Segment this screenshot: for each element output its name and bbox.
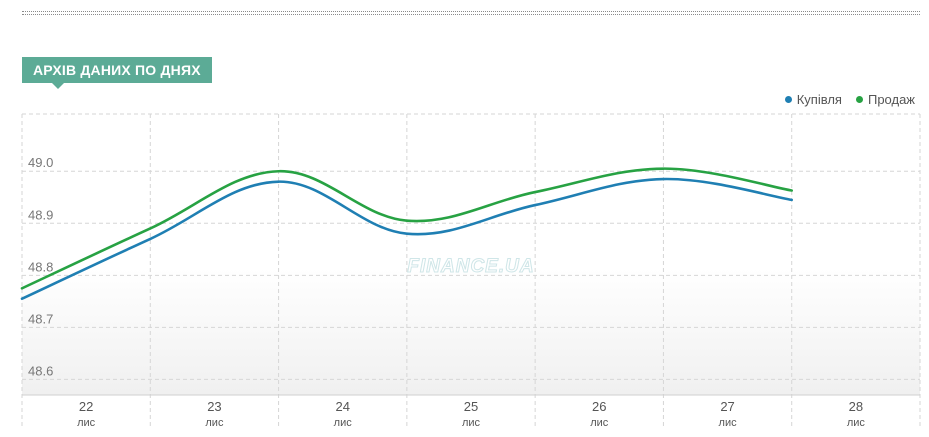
x-tick-label: 26 <box>592 399 606 414</box>
legend-item-sell[interactable]: Продаж <box>855 92 915 107</box>
x-tick-label: 23 <box>207 399 221 414</box>
plot-background <box>22 114 920 395</box>
x-tick-sublabel: лис <box>719 417 738 429</box>
section-title-pointer <box>52 83 64 89</box>
y-tick-label: 48.9 <box>28 207 53 222</box>
y-tick-label: 48.6 <box>28 363 53 378</box>
x-tick-label: 28 <box>849 399 863 414</box>
x-tick-sublabel: лис <box>334 417 353 429</box>
top-divider-2 <box>22 14 920 15</box>
x-tick-label: 24 <box>335 399 349 414</box>
legend-marker-buy <box>784 96 792 103</box>
legend-item-buy[interactable]: Купівля <box>784 92 842 107</box>
legend-marker-sell <box>855 96 863 103</box>
y-tick-label: 48.8 <box>28 259 53 274</box>
watermark-text: FINANCE.UA <box>407 256 534 277</box>
legend-label-sell: Продаж <box>867 92 915 107</box>
x-tick-label: 22 <box>79 399 93 414</box>
section-title: АРХІВ ДАНИХ ПО ДНЯХ <box>22 57 212 83</box>
x-tick-sublabel: лис <box>77 417 96 429</box>
x-tick-sublabel: лис <box>590 417 609 429</box>
x-tick-sublabel: лис <box>462 417 481 429</box>
y-tick-label: 49.0 <box>28 155 53 170</box>
series-line-sell <box>20 167 794 290</box>
chart-legend: Купівля Продаж <box>784 92 915 107</box>
x-tick-label: 27 <box>720 399 734 414</box>
top-divider <box>22 11 920 12</box>
series-line-buy <box>20 177 794 301</box>
x-tick-sublabel: лис <box>847 417 866 429</box>
x-tick-label: 25 <box>464 399 478 414</box>
legend-label-buy: Купівля <box>796 92 842 107</box>
x-tick-sublabel: лис <box>205 417 224 429</box>
y-tick-label: 48.7 <box>28 311 53 326</box>
